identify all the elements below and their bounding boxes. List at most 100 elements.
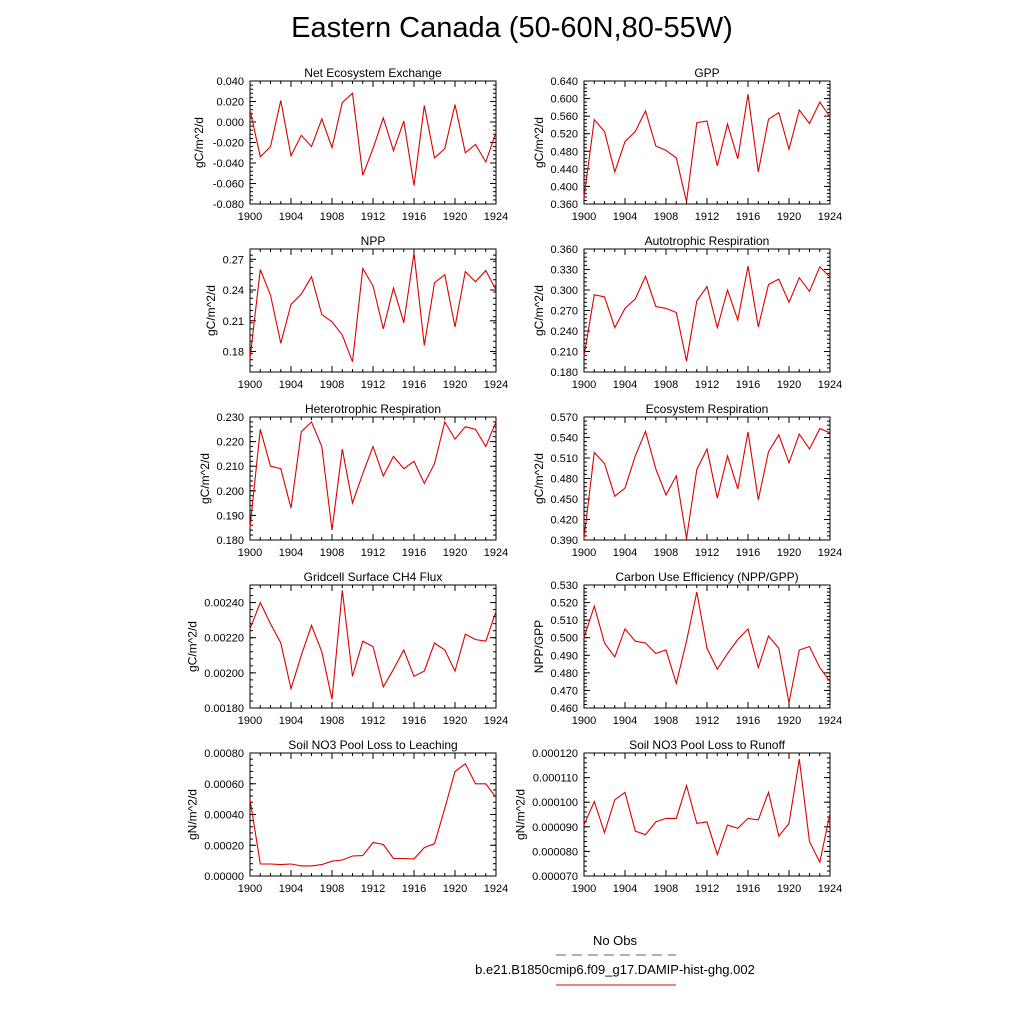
y-tick-label: 0.020 (216, 97, 244, 109)
chart-panel: Gridcell Surface CH4 Flux 1900 1904 1908 191… (186, 570, 509, 727)
y-tick-label: 0.00080 (204, 748, 244, 760)
y-tick-label: 0.360 (550, 199, 578, 211)
y-tick-label: 0.210 (216, 461, 244, 473)
y-tick-label: 0.000100 (532, 797, 578, 809)
x-tick-label: 1900 (238, 715, 262, 727)
x-tick-label: 1924 (818, 211, 842, 223)
y-tick-label: 0.570 (550, 412, 578, 424)
x-tick-label: 1920 (443, 211, 467, 223)
y-tick-label: 0.360 (550, 244, 578, 256)
plot-frame (583, 80, 831, 205)
y-tick-label: 0.00240 (204, 598, 244, 610)
x-tick-label: 1908 (654, 211, 678, 223)
x-tick-label: 1900 (238, 547, 262, 559)
series-line (583, 759, 831, 864)
y-tick-label: 0.200 (216, 486, 244, 498)
chart-panel: Net Ecosystem Exchange 1900 1904 1908 1912 19… (192, 66, 508, 223)
chart-panel: Heterotrophic Respiration 1900 1904 1908 191… (198, 402, 508, 559)
x-tick-label: 1924 (484, 883, 508, 895)
x-tick-label: 1920 (443, 379, 467, 391)
x-tick-label: 1916 (736, 211, 760, 223)
y-axis-label: gC/m^2/d (532, 453, 546, 504)
series-line (583, 265, 831, 362)
y-tick-label: 0.540 (550, 433, 578, 445)
x-tick-label: 1920 (443, 715, 467, 727)
x-tick-label: 1904 (279, 715, 303, 727)
page-title: Eastern Canada (50-60N,80-55W) (291, 12, 733, 44)
y-tick-label: 0.450 (550, 494, 578, 506)
y-tick-label: 0.480 (550, 146, 578, 158)
y-tick-label: 0.640 (550, 76, 578, 88)
y-tick-label: 0.470 (550, 685, 578, 697)
y-tick-label: 0.24 (223, 285, 244, 297)
y-tick-label: -0.080 (213, 199, 244, 211)
x-tick-label: 1920 (777, 715, 801, 727)
y-axis-label: gC/m^2/d (186, 621, 200, 672)
y-tick-label: 0.440 (550, 164, 578, 176)
x-tick-label: 1924 (484, 379, 508, 391)
series-line (249, 420, 497, 531)
chart-panel: GPP 1900 1904 1908 1912 1916 1920 1924 0.360 0.40… (532, 66, 842, 223)
y-tick-label: 0.00020 (204, 840, 244, 852)
x-tick-label: 1908 (320, 883, 344, 895)
chart-panel: Soil NO3 Pool Loss to Runoff 1900 1904 1908… (513, 738, 842, 895)
x-tick-label: 1900 (572, 715, 596, 727)
x-tick-label: 1904 (613, 379, 637, 391)
x-tick-label: 1920 (443, 883, 467, 895)
y-tick-label: 0.190 (216, 510, 244, 522)
x-tick-label: 1916 (402, 379, 426, 391)
y-tick-label: 0.00180 (204, 703, 244, 715)
x-tick-label: 1904 (613, 211, 637, 223)
y-tick-label: 0.460 (550, 703, 578, 715)
series-line (583, 94, 831, 202)
plot-frame (249, 80, 497, 205)
chart-panel: Ecosystem Respiration 1900 1904 1908 1912 191… (532, 402, 842, 559)
y-tick-label: 0.000090 (532, 822, 578, 834)
x-tick-label: 1900 (238, 379, 262, 391)
x-tick-label: 1908 (320, 715, 344, 727)
panel-title: Net Ecosystem Exchange (304, 66, 442, 80)
x-tick-label: 1900 (572, 211, 596, 223)
series-line (249, 92, 497, 186)
x-tick-label: 1908 (654, 715, 678, 727)
y-tick-label: 0.00200 (204, 668, 244, 680)
x-tick-label: 1908 (320, 547, 344, 559)
y-tick-label: -0.040 (213, 158, 244, 170)
x-tick-label: 1904 (279, 211, 303, 223)
x-tick-label: 1908 (654, 379, 678, 391)
plot-frame (249, 248, 497, 373)
x-tick-label: 1916 (402, 883, 426, 895)
y-axis-label: gC/m^2/d (204, 285, 218, 336)
y-axis-label: gC/m^2/d (192, 117, 206, 168)
y-tick-label: 0.27 (223, 254, 244, 266)
x-tick-label: 1924 (484, 547, 508, 559)
y-axis-label: gN/m^2/d (186, 789, 200, 840)
x-tick-label: 1924 (818, 883, 842, 895)
x-tick-label: 1908 (654, 883, 678, 895)
chart-panel: Autotrophic Respiration 1900 1904 1908 1912 1… (532, 234, 842, 391)
y-tick-label: 0.000110 (533, 773, 578, 785)
plot-frame (249, 416, 497, 541)
y-axis-label: gC/m^2/d (532, 117, 546, 168)
x-tick-label: 1904 (279, 379, 303, 391)
panel-title: Soil NO3 Pool Loss to Runoff (629, 738, 786, 752)
x-tick-label: 1912 (695, 379, 719, 391)
x-tick-label: 1900 (572, 883, 596, 895)
y-axis-label: gN/m^2/d (513, 789, 527, 840)
y-tick-label: 0.00060 (204, 779, 244, 791)
y-tick-label: 0.180 (550, 367, 578, 379)
x-tick-label: 1916 (736, 883, 760, 895)
y-tick-label: 0.180 (216, 535, 244, 547)
x-tick-label: 1916 (736, 715, 760, 727)
x-tick-label: 1912 (361, 547, 385, 559)
panel-title: Autotrophic Respiration (645, 234, 770, 248)
y-tick-label: 0.000070 (532, 871, 578, 883)
y-tick-label: 0.220 (216, 437, 244, 449)
y-tick-label: 0.210 (550, 347, 578, 359)
y-tick-label: 0.21 (223, 316, 244, 328)
y-tick-label: 0.480 (550, 474, 578, 486)
x-tick-label: 1912 (361, 379, 385, 391)
y-tick-label: 0.500 (550, 633, 578, 645)
y-tick-label: 0.520 (550, 129, 578, 141)
y-tick-label: 0.240 (550, 326, 578, 338)
